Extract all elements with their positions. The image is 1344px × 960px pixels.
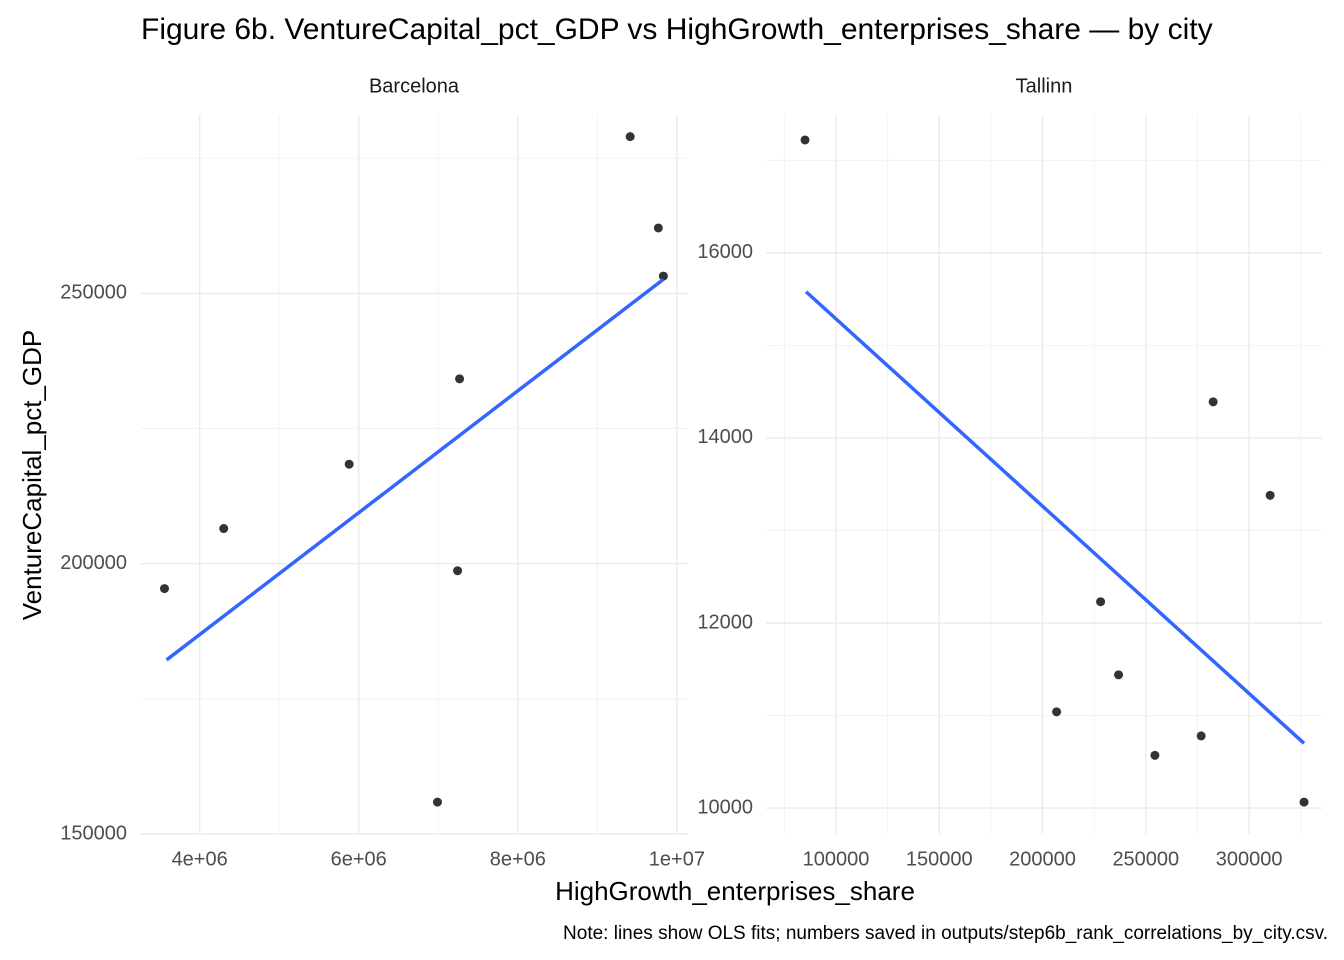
- x-tick-label: 150000: [906, 848, 973, 870]
- point: [159, 584, 169, 594]
- point: [1096, 597, 1106, 607]
- y-tick-label: 250000: [60, 282, 127, 304]
- point: [653, 223, 663, 233]
- x-tick-label: 8e+06: [490, 848, 546, 870]
- x-tick-label: 6e+06: [331, 848, 387, 870]
- y-tick-label: 10000: [697, 796, 753, 818]
- point: [219, 524, 229, 534]
- x-tick-label: 200000: [1009, 848, 1076, 870]
- x-tick-label: 4e+06: [172, 848, 228, 870]
- point: [1052, 707, 1062, 717]
- fit-line: [804, 290, 1306, 745]
- point: [1150, 750, 1160, 760]
- chart-title: Figure 6b. VentureCapital_pct_GDP vs Hig…: [141, 13, 1213, 46]
- point: [1114, 670, 1124, 680]
- panel-title: Barcelona: [369, 75, 460, 97]
- point: [455, 374, 465, 384]
- y-tick-label: 200000: [60, 552, 127, 574]
- x-axis-label: HighGrowth_enterprises_share: [555, 876, 915, 906]
- y-axis-label: VentureCapital_pct_GDP: [17, 330, 47, 621]
- fit-line: [165, 277, 665, 662]
- point: [432, 797, 442, 807]
- point: [344, 459, 354, 469]
- point: [1196, 731, 1206, 741]
- point: [800, 135, 810, 145]
- y-tick-label: 16000: [697, 241, 753, 263]
- point: [1299, 797, 1309, 807]
- x-tick-label: 300000: [1216, 848, 1283, 870]
- x-tick-label: 1e+07: [649, 848, 705, 870]
- x-tick-label: 100000: [803, 848, 870, 870]
- point: [1208, 397, 1218, 407]
- caption: Note: lines show OLS fits; numbers saved…: [563, 923, 1328, 944]
- panel-title: Tallinn: [1016, 75, 1073, 97]
- y-tick-label: 12000: [697, 611, 753, 633]
- y-tick-label: 150000: [60, 822, 127, 844]
- x-tick-label: 250000: [1112, 848, 1179, 870]
- point: [625, 132, 635, 142]
- y-tick-label: 14000: [697, 426, 753, 448]
- point: [658, 271, 668, 281]
- point: [453, 566, 463, 576]
- point: [1265, 490, 1275, 500]
